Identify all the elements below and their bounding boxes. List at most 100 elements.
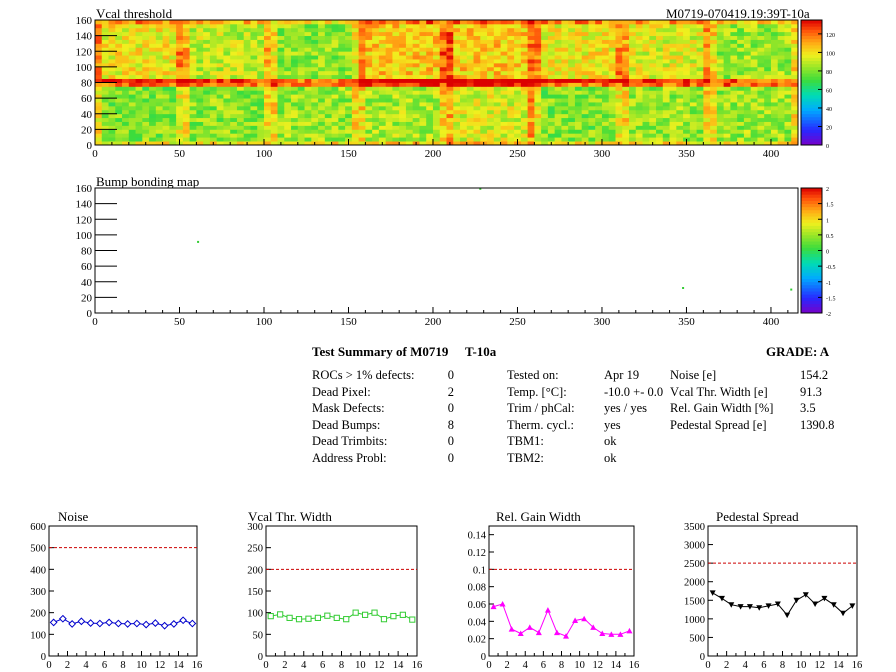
- heatmap-cell: [716, 105, 725, 111]
- heatmap-cell: [791, 129, 799, 134]
- colorbar-band: [801, 219, 822, 223]
- colorbar-band: [801, 309, 822, 314]
- heatmap-cell: [432, 62, 441, 68]
- heatmap-cell: [297, 90, 305, 95]
- heatmap-cell: [662, 23, 670, 29]
- heatmap-cell: [757, 141, 765, 146]
- heatmap-cell: [527, 105, 535, 111]
- heatmap-cell: [743, 62, 752, 68]
- heatmap-cell: [311, 78, 319, 83]
- heatmap-cell: [737, 59, 745, 64]
- heatmap-cell: [554, 20, 562, 25]
- heatmap-cell: [182, 90, 191, 95]
- heatmap-cell: [236, 113, 245, 119]
- heatmap-cell: [263, 59, 272, 64]
- heatmap-cell: [757, 62, 765, 68]
- x-tick-label: 400: [763, 316, 780, 328]
- condition-label: Therm. cycl.:: [507, 417, 574, 432]
- heatmap-cell: [595, 137, 603, 142]
- heatmap-cell: [581, 35, 589, 40]
- x-tick-label: 0: [705, 660, 710, 671]
- heatmap-cell: [737, 109, 745, 115]
- heatmap-cell: [426, 141, 434, 146]
- heatmap-cell: [588, 74, 596, 79]
- heatmap-cell: [209, 109, 218, 115]
- heatmap-cell: [189, 94, 197, 99]
- heatmap-cell: [189, 133, 197, 138]
- heatmap-cell: [514, 35, 522, 40]
- heatmap-cell: [122, 66, 130, 72]
- heatmap-cell: [635, 70, 643, 76]
- heatmap-cell: [743, 109, 752, 115]
- heatmap-cell: [149, 74, 157, 79]
- heatmap-cell: [365, 74, 373, 79]
- heatmap-cell: [622, 74, 630, 79]
- heatmap-cell: [480, 82, 488, 87]
- heatmap-cell: [216, 66, 224, 72]
- heatmap-cell: [257, 137, 265, 142]
- heatmap-cell: [541, 39, 549, 44]
- heatmap-cell: [331, 62, 339, 68]
- heatmap-cell: [696, 43, 704, 48]
- heatmap-cell: [284, 102, 292, 107]
- heatmap-cell: [392, 125, 400, 130]
- heatmap-cell: [662, 125, 670, 130]
- data-point: [563, 633, 570, 639]
- heatmap-cell: [372, 66, 380, 72]
- heatmap-cell: [696, 23, 704, 29]
- heatmap-cell: [615, 27, 623, 33]
- heatmap-cell: [426, 137, 434, 142]
- heatmap-cell: [460, 47, 468, 52]
- heatmap-cell: [629, 129, 637, 134]
- heatmap-cell: [662, 137, 670, 142]
- heatmap-cell: [453, 43, 461, 48]
- heatmap-cell: [574, 133, 583, 138]
- heatmap-cell: [669, 70, 677, 76]
- heatmap-cell: [122, 31, 130, 37]
- x-tick-label: 8: [780, 660, 785, 671]
- series-line: [270, 612, 413, 621]
- heatmap-cell: [581, 102, 589, 107]
- heatmap-cell: [399, 82, 407, 87]
- heatmap-cell: [351, 51, 360, 56]
- heatmap-cell: [135, 82, 143, 87]
- heatmap-cell: [696, 129, 704, 134]
- heatmap-cell: [223, 27, 231, 33]
- heatmap-cell: [250, 70, 258, 76]
- heatmap-cell: [405, 125, 414, 130]
- data-point: [718, 595, 725, 602]
- heatmap-cell: [466, 74, 474, 79]
- heatmap-cell: [520, 51, 529, 56]
- heatmap-cell: [696, 90, 704, 95]
- heatmap-cell: [412, 39, 420, 44]
- heatmap-cell: [318, 39, 326, 44]
- heatmap-cell: [351, 55, 360, 60]
- heatmap-cell: [216, 117, 224, 122]
- heatmap-cell: [236, 47, 245, 52]
- heatmap-cell: [412, 125, 420, 130]
- heatmap-cell: [304, 141, 312, 146]
- heatmap-cell: [487, 137, 495, 142]
- heatmap-cell: [514, 94, 522, 99]
- heatmap-cell: [466, 105, 474, 111]
- heatmap-cell: [162, 70, 170, 76]
- heatmap-cell: [608, 141, 616, 146]
- heatmap-cell: [196, 141, 204, 146]
- heatmap-cell: [487, 27, 495, 33]
- heatmap-cell: [351, 82, 360, 87]
- heatmap-cell: [507, 55, 515, 60]
- colorbar-band: [801, 259, 822, 264]
- heatmap-cell: [236, 105, 245, 111]
- heatmap-cell: [595, 43, 603, 48]
- heatmap-cell: [270, 125, 278, 130]
- heatmap-cell: [568, 125, 576, 130]
- heatmap-cell: [507, 133, 515, 138]
- heatmap-cell: [507, 129, 515, 134]
- heatmap-cell: [209, 20, 218, 25]
- heatmap-cell: [277, 20, 285, 25]
- heatmap-cell: [338, 133, 346, 138]
- heatmap-cell: [338, 35, 346, 40]
- heatmap-cell: [284, 133, 292, 138]
- x-tick-label: 200: [425, 148, 442, 160]
- heatmap-cell: [149, 98, 157, 103]
